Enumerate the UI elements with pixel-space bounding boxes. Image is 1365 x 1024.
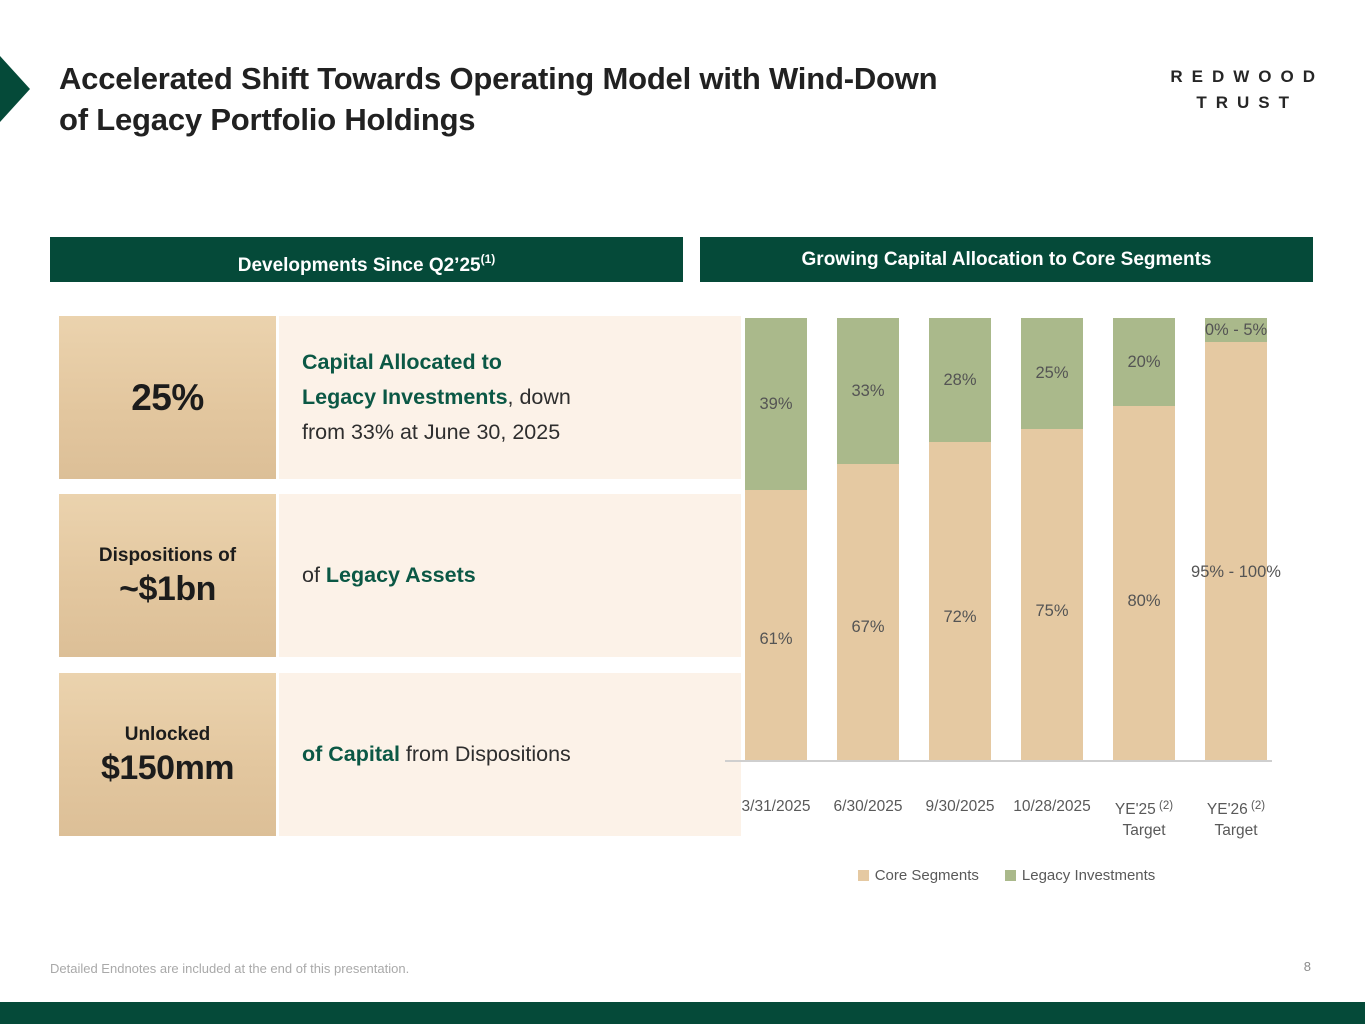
stat-value: ~$1bn bbox=[119, 569, 216, 608]
core-segment-value-label: 75% bbox=[1035, 601, 1069, 620]
highlighted-text: Capital Allocated to bbox=[302, 350, 502, 374]
stacked-bar: 39% 61% bbox=[745, 318, 807, 760]
stat-row-dispositions: Dispositions of ~$1bn of Legacy Assets bbox=[59, 494, 741, 657]
bar-segment-core-segments bbox=[745, 490, 807, 760]
legacy-segment-value-label: 39% bbox=[759, 395, 793, 414]
logo-line1: REDWOOD bbox=[1170, 67, 1324, 86]
x-axis-category-label: YE'26 (2) Target bbox=[1161, 796, 1311, 841]
stacked-bar: 33% 67% bbox=[837, 318, 899, 760]
stat-description: Capital Allocated to Legacy Investments, … bbox=[279, 316, 741, 479]
category-label-line2: Target bbox=[1122, 822, 1166, 839]
x-axis-category-label: 10/28/2025 bbox=[977, 796, 1127, 817]
category-footnote-ref: (2) bbox=[1247, 800, 1266, 812]
plain-text: from Dispositions bbox=[399, 742, 571, 766]
logo-line2: TRUST bbox=[1196, 93, 1298, 112]
stat-box: 25% bbox=[59, 316, 276, 479]
stat-description-line: of Legacy Assets bbox=[302, 558, 741, 593]
legacy-segment-value-label: 20% bbox=[1127, 353, 1161, 372]
bar-segment-core-segments bbox=[1113, 406, 1175, 760]
bar-segment-core-segments bbox=[1021, 428, 1083, 760]
stat-value: 25% bbox=[131, 376, 204, 418]
highlighted-text: Legacy Assets bbox=[325, 563, 476, 587]
highlighted-text: Legacy Investments bbox=[302, 385, 508, 409]
legend-swatch-icon bbox=[1004, 870, 1016, 881]
category-label-line1: YE'25 (2) bbox=[1114, 800, 1174, 818]
left-section-header-text: Developments Since Q2’25 bbox=[237, 255, 481, 276]
page-title-line1: Accelerated Shift Towards Operating Mode… bbox=[59, 61, 938, 96]
footnote: Detailed Endnotes are included at the en… bbox=[50, 961, 410, 976]
plain-text: , down bbox=[507, 385, 571, 409]
left-section-header: Developments Since Q2’25(1) bbox=[50, 237, 683, 282]
stat-row-capital-allocated: 25% Capital Allocated to Legacy Investmen… bbox=[59, 316, 741, 479]
x-axis-category-label: YE'25 (2) Target bbox=[1069, 796, 1219, 841]
stat-small-label: Unlocked bbox=[124, 723, 211, 745]
page-number: 8 bbox=[1303, 959, 1311, 974]
stat-row-unlocked-capital: Unlocked $150mm of Capital from Disposit… bbox=[59, 673, 741, 836]
legend-item: Core Segments bbox=[857, 867, 979, 884]
category-footnote-ref: (2) bbox=[1155, 800, 1174, 812]
plain-text: from 33% at June 30, 2025 bbox=[302, 420, 561, 444]
left-section-header-footnote-ref: (1) bbox=[480, 252, 496, 266]
stat-box: Dispositions of ~$1bn bbox=[59, 494, 276, 657]
stat-description: of Capital from Dispositions bbox=[279, 673, 741, 836]
plain-text: of bbox=[302, 563, 326, 587]
stacked-bar: 28% 72% bbox=[929, 318, 991, 760]
category-label-line1: 9/30/2025 bbox=[925, 798, 995, 815]
category-label-line1: 6/30/2025 bbox=[833, 798, 903, 815]
x-axis-category-label: 3/31/2025 bbox=[701, 796, 851, 817]
stat-description-line: Legacy Investments, down bbox=[302, 380, 741, 415]
right-section-header-text: Growing Capital Allocation to Core Segme… bbox=[801, 249, 1212, 270]
legend-item: Legacy Investments bbox=[1004, 867, 1156, 884]
stacked-bar: 0% - 5% 95% - 100% bbox=[1191, 318, 1281, 760]
right-section-header: Growing Capital Allocation to Core Segme… bbox=[700, 237, 1313, 282]
core-segment-value-label: 61% bbox=[759, 629, 793, 648]
stacked-bar: 25% 75% bbox=[1021, 318, 1083, 760]
bar-segment-legacy-investments bbox=[1113, 318, 1175, 407]
category-label-line2: Target bbox=[1214, 822, 1258, 839]
stat-description-line: Capital Allocated to bbox=[302, 345, 741, 380]
bar-segment-legacy-investments bbox=[929, 318, 991, 442]
legacy-segment-value-label: 28% bbox=[943, 370, 977, 389]
bar-segment-legacy-investments bbox=[837, 318, 899, 464]
core-segment-value-label: 67% bbox=[851, 617, 885, 636]
core-segment-value-label: 72% bbox=[943, 607, 977, 626]
stat-value: $150mm bbox=[100, 748, 235, 787]
chevron-accent-icon bbox=[0, 56, 30, 122]
legacy-segment-value-label: 25% bbox=[1035, 364, 1069, 383]
legend-label: Legacy Investments bbox=[1021, 867, 1156, 884]
highlighted-text: of Capital bbox=[302, 742, 400, 766]
chart-legend: Core Segments Legacy Investments bbox=[700, 867, 1313, 884]
x-axis-category-label: 6/30/2025 bbox=[793, 796, 943, 817]
stacked-bar-chart: 39% 61% 3/31/2025 33% 67% 6/30/2025 28% 72% 9/30… bbox=[700, 318, 1313, 918]
stacked-bar: 20% 80% bbox=[1113, 318, 1175, 760]
legacy-segment-value-label: 33% bbox=[851, 381, 885, 400]
x-axis-category-label: 9/30/2025 bbox=[885, 796, 1035, 817]
stat-box: Unlocked $150mm bbox=[59, 673, 276, 836]
core-segment-value-label: 95% - 100% bbox=[1191, 563, 1281, 582]
bar-segment-legacy-investments bbox=[1205, 318, 1267, 343]
stat-small-label: Dispositions of bbox=[98, 544, 237, 566]
bar-segment-core-segments bbox=[1205, 342, 1267, 760]
bar-segment-legacy-investments bbox=[745, 318, 807, 491]
stat-description: of Legacy Assets bbox=[279, 494, 741, 657]
category-label-line1: 10/28/2025 bbox=[1013, 798, 1091, 815]
page-title: Accelerated Shift Towards Operating Mode… bbox=[59, 58, 1149, 140]
bar-segment-core-segments bbox=[929, 441, 991, 760]
legend-label: Core Segments bbox=[874, 867, 979, 884]
x-axis-line bbox=[725, 760, 1272, 762]
stat-description-line: from 33% at June 30, 2025 bbox=[302, 415, 741, 450]
legend-swatch-icon bbox=[857, 870, 869, 881]
bottom-accent-bar bbox=[0, 1002, 1365, 1024]
legacy-segment-value-label: 0% - 5% bbox=[1204, 321, 1268, 340]
core-segment-value-label: 80% bbox=[1127, 591, 1161, 610]
category-label-line1: 3/31/2025 bbox=[741, 798, 811, 815]
bar-segment-legacy-investments bbox=[1021, 318, 1083, 429]
page-title-line2: of Legacy Portfolio Holdings bbox=[59, 102, 476, 137]
stat-description-line: of Capital from Dispositions bbox=[302, 737, 741, 772]
bar-segment-core-segments bbox=[837, 463, 899, 760]
category-label-line1: YE'26 (2) bbox=[1206, 800, 1266, 818]
redwood-trust-logo: REDWOOD TRUST bbox=[1170, 64, 1315, 116]
